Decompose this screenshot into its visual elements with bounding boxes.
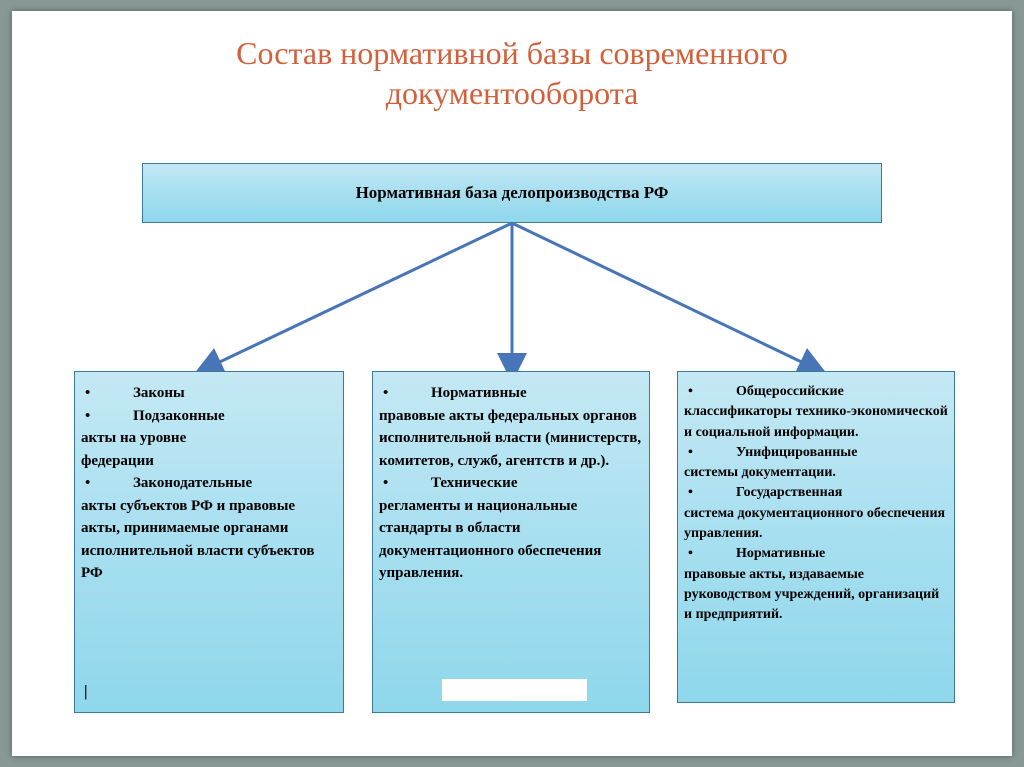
list-item: Общероссийские (684, 382, 948, 402)
list-item: Нормативные (684, 544, 948, 564)
box2-list-b: Технические (379, 472, 643, 495)
diagram-header-text: Нормативная база делопроизводства РФ (356, 183, 669, 203)
box3-cont4: правовые акты, издаваемые руководством у… (684, 565, 948, 626)
diagram-box-3: Общероссийские классификаторы технико-эк… (677, 371, 955, 703)
slide-title: Состав нормативной базы современного док… (12, 11, 1012, 113)
box2-cont2: регламенты и национальные стандарты в об… (379, 495, 643, 585)
text-cursor: | (84, 683, 88, 701)
list-item: Унифицированные (684, 443, 948, 463)
box1-cont3: акты субъектов РФ и правовые акты, прини… (81, 495, 337, 585)
box3-cont3: система документационного обеспечения уп… (684, 504, 948, 545)
box3-list-a: Общероссийские (684, 382, 948, 402)
box1-cont1: акты на уровне (81, 427, 337, 450)
box2-list-a: Нормативные (379, 382, 643, 405)
list-item: Подзаконные (81, 405, 337, 428)
white-overlay (442, 679, 587, 701)
list-item: Технические (379, 472, 643, 495)
box1-list-b: Законодательные (81, 472, 337, 495)
list-item: Государственная (684, 483, 948, 503)
box2-cont1: правовые акты федеральных органов исполн… (379, 405, 643, 473)
list-item: Законодательные (81, 472, 337, 495)
box3-list-c: Государственная (684, 483, 948, 503)
arrow-right (512, 223, 814, 368)
title-line-2: документооборота (386, 75, 639, 111)
arrow-left (207, 223, 512, 368)
box3-list-d: Нормативные (684, 544, 948, 564)
slide: Состав нормативной базы современного док… (12, 11, 1012, 756)
diagram-box-2: Нормативные правовые акты федеральных ор… (372, 371, 650, 713)
list-item: Законы (81, 382, 337, 405)
diagram-header-box: Нормативная база делопроизводства РФ (142, 163, 882, 223)
box1-list: Законы Подзаконные (81, 382, 337, 427)
title-line-1: Состав нормативной базы современного (236, 35, 788, 71)
box3-cont1: классификаторы технико-экономической и с… (684, 402, 948, 443)
box3-cont2: системы документации. (684, 463, 948, 483)
diagram-box-1: Законы Подзаконные акты на уровне федера… (74, 371, 344, 713)
arrows-svg (12, 223, 1012, 378)
list-item: Нормативные (379, 382, 643, 405)
box3-list-b: Унифицированные (684, 443, 948, 463)
box1-cont1b: федерации (81, 450, 337, 473)
